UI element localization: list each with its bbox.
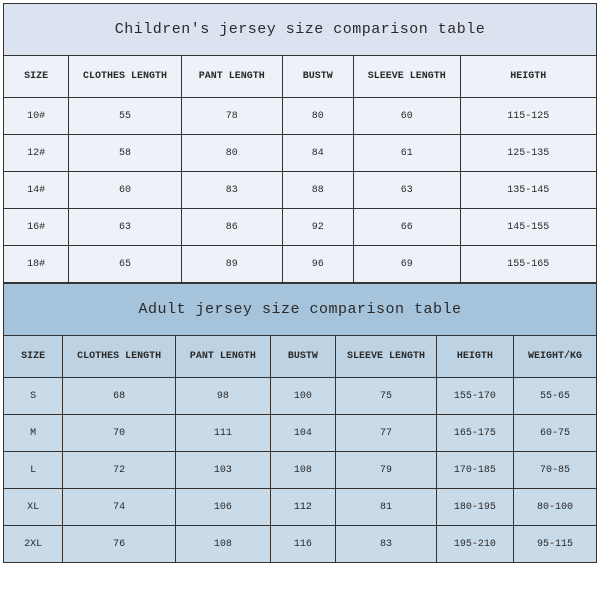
col-height: HEIGTH xyxy=(436,336,513,378)
cell: 83 xyxy=(336,526,437,563)
children-size-table: Children's jersey size comparison table … xyxy=(3,3,597,283)
cell: 81 xyxy=(336,489,437,526)
cell: 112 xyxy=(270,489,335,526)
cell: 12# xyxy=(4,135,69,172)
cell: 70 xyxy=(63,415,176,452)
cell: 155-170 xyxy=(436,378,513,415)
cell: 74 xyxy=(63,489,176,526)
cell: 78 xyxy=(181,98,282,135)
cell: 70-85 xyxy=(513,452,596,489)
cell: 170-185 xyxy=(436,452,513,489)
col-weight: WEIGHT/KG xyxy=(513,336,596,378)
cell: 100 xyxy=(270,378,335,415)
table-row: 10# 55 78 80 60 115-125 xyxy=(4,98,597,135)
cell: 106 xyxy=(175,489,270,526)
cell: 83 xyxy=(181,172,282,209)
cell: 145-155 xyxy=(460,209,596,246)
cell: 66 xyxy=(353,209,460,246)
adult-size-table: Adult jersey size comparison table SIZE … xyxy=(3,283,597,563)
adult-table-title: Adult jersey size comparison table xyxy=(4,284,597,336)
table-row: XL 74 106 112 81 180-195 80-100 xyxy=(4,489,597,526)
cell: 155-165 xyxy=(460,246,596,283)
table-row: M 70 111 104 77 165-175 60-75 xyxy=(4,415,597,452)
cell: 77 xyxy=(336,415,437,452)
col-size: SIZE xyxy=(4,56,69,98)
cell: 65 xyxy=(69,246,182,283)
cell: 135-145 xyxy=(460,172,596,209)
cell: 72 xyxy=(63,452,176,489)
size-tables-wrapper: Children's jersey size comparison table … xyxy=(3,3,597,563)
cell: XL xyxy=(4,489,63,526)
cell: 10# xyxy=(4,98,69,135)
cell: 84 xyxy=(282,135,353,172)
cell: 18# xyxy=(4,246,69,283)
col-bust: BUSTW xyxy=(282,56,353,98)
cell: S xyxy=(4,378,63,415)
cell: 116 xyxy=(270,526,335,563)
table-row: 18# 65 89 96 69 155-165 xyxy=(4,246,597,283)
cell: 125-135 xyxy=(460,135,596,172)
cell: 80 xyxy=(181,135,282,172)
cell: 88 xyxy=(282,172,353,209)
cell: 2XL xyxy=(4,526,63,563)
cell: 103 xyxy=(175,452,270,489)
table-row: 12# 58 80 84 61 125-135 xyxy=(4,135,597,172)
col-height: HEIGTH xyxy=(460,56,596,98)
children-table-title: Children's jersey size comparison table xyxy=(4,4,597,56)
cell: 58 xyxy=(69,135,182,172)
children-header-row: SIZE CLOTHES LENGTH PANT LENGTH BUSTW SL… xyxy=(4,56,597,98)
cell: 195-210 xyxy=(436,526,513,563)
cell: 63 xyxy=(353,172,460,209)
col-pant: PANT LENGTH xyxy=(175,336,270,378)
cell: 98 xyxy=(175,378,270,415)
cell: L xyxy=(4,452,63,489)
cell: 60 xyxy=(353,98,460,135)
col-clothes: CLOTHES LENGTH xyxy=(69,56,182,98)
cell: 80 xyxy=(282,98,353,135)
cell: 108 xyxy=(270,452,335,489)
cell: 16# xyxy=(4,209,69,246)
table-row: S 68 98 100 75 155-170 55-65 xyxy=(4,378,597,415)
cell: 55 xyxy=(69,98,182,135)
cell: 104 xyxy=(270,415,335,452)
cell: 89 xyxy=(181,246,282,283)
adult-title-row: Adult jersey size comparison table xyxy=(4,284,597,336)
cell: 14# xyxy=(4,172,69,209)
cell: 108 xyxy=(175,526,270,563)
children-title-row: Children's jersey size comparison table xyxy=(4,4,597,56)
cell: 86 xyxy=(181,209,282,246)
col-size: SIZE xyxy=(4,336,63,378)
cell: 79 xyxy=(336,452,437,489)
col-sleeve: SLEEVE LENGTH xyxy=(353,56,460,98)
col-sleeve: SLEEVE LENGTH xyxy=(336,336,437,378)
col-pant: PANT LENGTH xyxy=(181,56,282,98)
cell: 111 xyxy=(175,415,270,452)
cell: 92 xyxy=(282,209,353,246)
col-clothes: CLOTHES LENGTH xyxy=(63,336,176,378)
cell: 180-195 xyxy=(436,489,513,526)
cell: 165-175 xyxy=(436,415,513,452)
table-row: 2XL 76 108 116 83 195-210 95-115 xyxy=(4,526,597,563)
cell: 96 xyxy=(282,246,353,283)
cell: 63 xyxy=(69,209,182,246)
col-bust: BUSTW xyxy=(270,336,335,378)
table-row: L 72 103 108 79 170-185 70-85 xyxy=(4,452,597,489)
cell: 60-75 xyxy=(513,415,596,452)
table-row: 16# 63 86 92 66 145-155 xyxy=(4,209,597,246)
table-row: 14# 60 83 88 63 135-145 xyxy=(4,172,597,209)
cell: 55-65 xyxy=(513,378,596,415)
cell: 76 xyxy=(63,526,176,563)
cell: 80-100 xyxy=(513,489,596,526)
cell: 68 xyxy=(63,378,176,415)
cell: 61 xyxy=(353,135,460,172)
cell: 115-125 xyxy=(460,98,596,135)
cell: M xyxy=(4,415,63,452)
cell: 69 xyxy=(353,246,460,283)
cell: 95-115 xyxy=(513,526,596,563)
adult-header-row: SIZE CLOTHES LENGTH PANT LENGTH BUSTW SL… xyxy=(4,336,597,378)
cell: 75 xyxy=(336,378,437,415)
cell: 60 xyxy=(69,172,182,209)
